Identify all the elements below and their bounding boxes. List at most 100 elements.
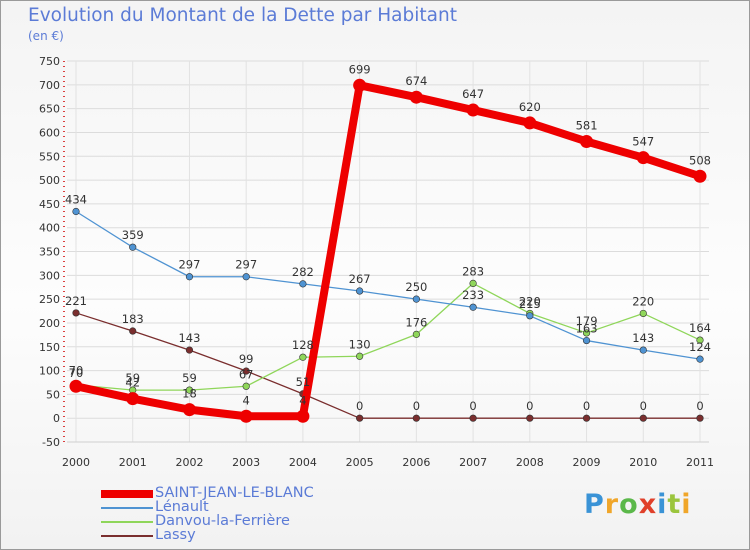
data-label: 699 [349,62,371,76]
legend-label: SAINT-JEAN-LE-BLANC [155,485,314,501]
y-tick-label: 400 [39,222,60,235]
data-label: 547 [632,135,654,149]
data-point [356,414,364,422]
data-label: 183 [122,312,144,326]
data-point [466,103,480,117]
data-labels: 221 183 143 99 51 0 0 0 0 0 0 0 70 59 59 67 128 130 176 283… [65,62,711,413]
data-label: 0 [356,399,363,413]
data-label: 59 [182,371,197,385]
data-label: 163 [576,322,598,336]
data-label: 647 [462,87,484,101]
data-point [299,353,307,361]
data-label: 508 [689,153,711,167]
chart-unit: (en €) [28,29,64,43]
series-line-1 [75,210,701,360]
data-point [185,346,194,354]
data-label: 267 [349,272,371,286]
data-label: 4 [243,393,250,407]
data-label: 359 [122,228,144,242]
proxiti-logo: Proxiti [584,489,692,520]
data-point [356,352,364,360]
y-tick-label: 650 [39,103,60,116]
data-point [412,330,420,338]
data-point [696,336,704,344]
data-point [582,414,591,422]
data-label: 221 [65,294,87,308]
data-point [185,273,194,281]
x-tick-label: 2010 [629,456,657,469]
data-point [129,243,137,251]
y-tick-label: 100 [39,365,60,378]
y-tick-label: 600 [39,126,60,139]
legend-swatch [101,535,153,537]
y-tick-label: 700 [39,79,60,92]
data-label: 0 [640,399,647,413]
data-point [129,327,137,335]
y-tick-label: 300 [39,269,60,282]
data-label: 176 [405,315,427,329]
x-tick-label: 2007 [459,456,487,469]
data-label: 143 [632,331,654,345]
data-label: 297 [178,258,200,272]
x-tick-label: 2008 [516,456,544,469]
data-label: 0 [413,399,420,413]
data-label: 99 [239,352,254,366]
x-tick-label: 2009 [573,456,601,469]
data-point [526,312,534,320]
data-point [353,78,367,92]
data-label: 51 [296,375,311,389]
data-point [299,280,307,288]
data-point [242,273,250,281]
data-label: 215 [519,297,541,311]
data-point [693,169,707,183]
data-label: 0 [526,399,533,413]
data-point [580,134,594,148]
y-tick-label: -50 [42,436,60,449]
y-tick-label: 150 [39,341,60,354]
legend-label: Lassy [155,527,196,543]
data-label: 4 [299,393,306,407]
data-label: 220 [519,294,541,308]
series-line-0 [72,81,704,421]
data-point [412,295,420,303]
data-label: 0 [583,399,590,413]
data-point [469,414,477,422]
data-point [356,287,364,295]
data-label: 67 [239,367,254,381]
data-point [582,329,591,337]
y-tick-label: 50 [46,388,60,401]
data-point [126,392,140,406]
data-label: 220 [632,294,654,308]
x-tick-label: 2000 [62,456,90,469]
grid [67,60,709,443]
y-tick-label: 450 [39,198,60,211]
data-point [639,309,647,318]
data-label: 18 [182,387,197,401]
x-tick-label: 2003 [232,456,260,469]
series-line-3 [75,312,701,419]
y-tick-label: 750 [39,55,60,68]
data-label: 581 [576,118,598,132]
data-label: 130 [349,337,371,351]
y-tick-label: 200 [39,317,60,330]
data-label: 233 [462,288,484,302]
data-label: 143 [178,331,200,345]
data-label: 0 [469,399,476,413]
data-point [412,414,420,422]
data-point [72,309,80,317]
x-tick-label: 2001 [119,456,147,469]
legend-swatch [101,507,153,509]
data-label: 250 [405,280,427,294]
y-tick-label: 0 [53,412,60,425]
data-point [242,367,250,375]
x-tick-label: 2004 [289,456,317,469]
data-label: 59 [125,371,140,385]
legend-label: Lénault [155,499,209,515]
data-label: 70 [69,366,84,380]
data-point [469,279,477,288]
data-point [409,90,423,104]
data-point [639,346,647,354]
data-label: 128 [292,338,314,352]
